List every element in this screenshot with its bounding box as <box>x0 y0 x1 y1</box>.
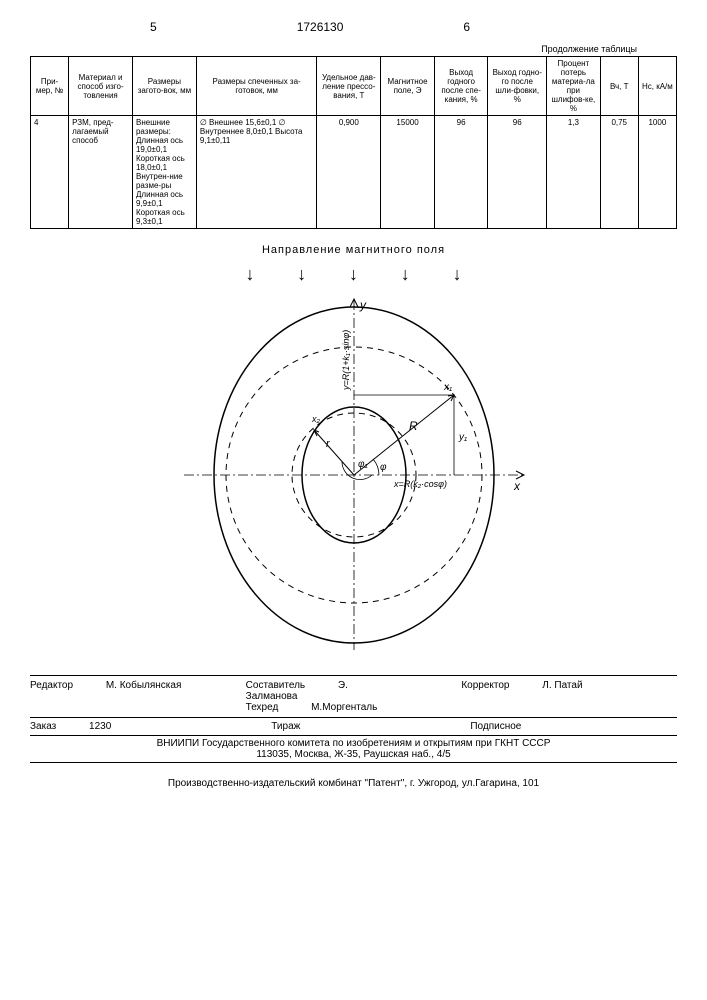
inner-pt-label: x₂ <box>311 414 321 424</box>
axis-x-label: x <box>513 479 521 493</box>
phi-label: φ <box>380 462 387 473</box>
order: Заказ 1230 <box>30 721 141 732</box>
podpis: Подписное <box>470 721 521 732</box>
cell: 96 <box>488 116 547 229</box>
col-header: Материал и способ изго-товления <box>69 57 133 116</box>
col-header: Удельное дав-ление прессо-вания, Т <box>317 57 381 116</box>
page-left: 5 <box>150 20 157 34</box>
page-right: 6 <box>463 20 470 34</box>
cell: 0,75 <box>600 116 638 229</box>
editor: Редактор М. Кобылянская <box>30 680 216 713</box>
cell: 0,900 <box>317 116 381 229</box>
table-caption: Продолжение таблицы <box>30 44 637 54</box>
arrow-down-icon: ↓ <box>245 264 254 285</box>
axis-y-label: y <box>359 298 367 312</box>
field-arrows: ↓ ↓ ↓ ↓ ↓ <box>30 264 677 285</box>
arrow-down-icon: ↓ <box>297 264 306 285</box>
col-header: Выход годно-го после шли-фовки, % <box>488 57 547 116</box>
table-row: 4 РЗМ, пред-лагаемый способ Внешние разм… <box>31 116 677 229</box>
col-header: Размеры загото-вок, мм <box>132 57 196 116</box>
col-header: Размеры спеченных за-готовок, мм <box>196 57 317 116</box>
x-formula: x=R(k₂·cosφ) <box>393 479 447 489</box>
col-header: Процент потерь материа-ла при шлифов-ке,… <box>547 57 601 116</box>
phi1-label: φ₁ <box>358 459 368 470</box>
arrow-down-icon: ↓ <box>349 264 358 285</box>
composer-techred: Составитель Э. Залманова Техред М.Морген… <box>246 680 432 713</box>
x1-label: x₁ <box>443 382 452 393</box>
y-formula: y=R(1+k₁·sinφ) <box>341 330 351 391</box>
data-table: При-мер, № Материал и способ изго-товлен… <box>30 56 677 229</box>
tirazh: Тираж <box>271 721 300 732</box>
col-header: Вч, Т <box>600 57 638 116</box>
cell: Внешние размеры: Длинная ось 19,0±0,1 Ко… <box>132 116 196 229</box>
cell: 15000 <box>381 116 435 229</box>
patent-number: 1726130 <box>297 20 344 34</box>
credits-row: Редактор М. Кобылянская Составитель Э. З… <box>30 675 677 713</box>
cell: 96 <box>434 116 488 229</box>
col-header: При-мер, № <box>31 57 69 116</box>
footer: Редактор М. Кобылянская Составитель Э. З… <box>30 675 677 789</box>
print-info: Производственно-издательский комбинат "П… <box>30 778 677 789</box>
corrector: Корректор Л. Патай <box>461 680 647 713</box>
arrow-down-icon: ↓ <box>453 264 462 285</box>
col-header: Магнитное поле, Э <box>381 57 435 116</box>
header-row: При-мер, № Материал и способ изго-товлен… <box>31 57 677 116</box>
y1-label: y₁ <box>458 432 467 443</box>
diagram-title: Направление магнитного поля <box>30 244 677 256</box>
R-label: R <box>409 419 418 433</box>
page-numbers: 5 1726130 6 <box>30 20 677 34</box>
ellipse-diagram: y x R r φ φ₁ x₁ y₁ x₂ y=R(1+k₁·sinφ) x=R… <box>154 295 554 655</box>
cell: 4 <box>31 116 69 229</box>
col-header: Hс, кА/м <box>638 57 676 116</box>
cell: ∅ Внешнее 15,6±0,1 ∅ Внутреннее 8,0±0,1 … <box>196 116 317 229</box>
cell: 1,3 <box>547 116 601 229</box>
arrow-down-icon: ↓ <box>401 264 410 285</box>
order-row: Заказ 1230 Тираж Подписное <box>30 717 677 736</box>
org-block: ВНИИПИ Государственного комитета по изоб… <box>30 736 677 763</box>
cell: РЗМ, пред-лагаемый способ <box>69 116 133 229</box>
col-header: Выход годного после спе-кания, % <box>434 57 488 116</box>
cell: 1000 <box>638 116 676 229</box>
